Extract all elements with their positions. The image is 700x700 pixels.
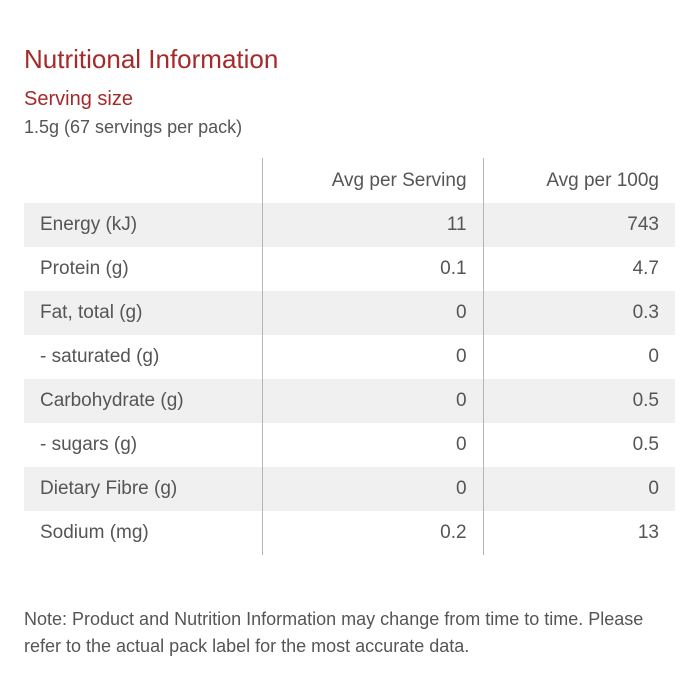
per-serving-value: 0 xyxy=(261,291,484,335)
table-header-row: Avg per Serving Avg per 100g xyxy=(24,158,675,203)
serving-size-heading: Serving size xyxy=(24,88,133,110)
nutrient-label: Dietary Fibre (g) xyxy=(24,467,263,511)
serving-size-detail: 1.5g (67 servings per pack) xyxy=(24,117,243,137)
per-100g-value: 0.3 xyxy=(482,291,675,335)
per-100g-value: 4.7 xyxy=(482,247,675,291)
per-100g-value: 743 xyxy=(482,203,675,247)
nutrient-label: Sodium (mg) xyxy=(24,511,263,555)
per-serving-value: 0.2 xyxy=(261,511,484,555)
table-row: - sugars (g) 0 0.5 xyxy=(24,423,675,467)
table-row: Fat, total (g) 0 0.3 xyxy=(24,291,675,335)
per-serving-value: 0.1 xyxy=(261,247,484,291)
header-nutrient xyxy=(24,158,262,203)
header-avg-per-serving: Avg per Serving xyxy=(261,158,484,203)
per-serving-value: 0 xyxy=(261,467,484,511)
table-row: Dietary Fibre (g) 0 0 xyxy=(24,467,675,511)
nutrition-table: Avg per Serving Avg per 100g Energy (kJ)… xyxy=(24,158,675,555)
table-row: - saturated (g) 0 0 xyxy=(24,335,675,379)
per-100g-value: 13 xyxy=(482,511,675,555)
nutrient-label: - saturated (g) xyxy=(24,335,263,379)
per-100g-value: 0.5 xyxy=(482,423,675,467)
per-serving-value: 0 xyxy=(261,379,484,423)
per-serving-value: 0 xyxy=(261,335,484,379)
nutrient-label: Energy (kJ) xyxy=(24,203,263,247)
disclaimer-note: Note: Product and Nutrition Information … xyxy=(24,609,644,656)
table-row: Carbohydrate (g) 0 0.5 xyxy=(24,379,675,423)
nutrient-label: Carbohydrate (g) xyxy=(24,379,263,423)
header-avg-per-100g: Avg per 100g xyxy=(482,158,675,203)
per-100g-value: 0 xyxy=(482,335,675,379)
per-100g-value: 0 xyxy=(482,467,675,511)
per-serving-value: 0 xyxy=(261,423,484,467)
nutrient-label: Protein (g) xyxy=(24,247,263,291)
page-title: Nutritional Information xyxy=(24,44,279,75)
per-100g-value: 0.5 xyxy=(482,379,675,423)
nutrient-label: Fat, total (g) xyxy=(24,291,263,335)
table-row: Sodium (mg) 0.2 13 xyxy=(24,511,675,555)
table-row: Energy (kJ) 11 743 xyxy=(24,203,675,247)
nutrient-label: - sugars (g) xyxy=(24,423,263,467)
per-serving-value: 11 xyxy=(261,203,484,247)
table-row: Protein (g) 0.1 4.7 xyxy=(24,247,675,291)
